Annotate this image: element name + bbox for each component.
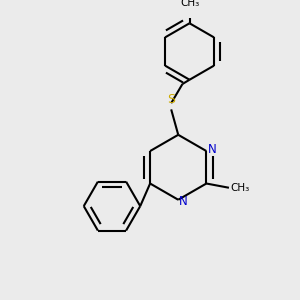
Text: CH₃: CH₃ [230, 183, 250, 193]
Text: N: N [179, 195, 188, 208]
Text: CH₃: CH₃ [180, 0, 199, 8]
Text: N: N [208, 143, 217, 156]
Text: S: S [167, 93, 175, 106]
